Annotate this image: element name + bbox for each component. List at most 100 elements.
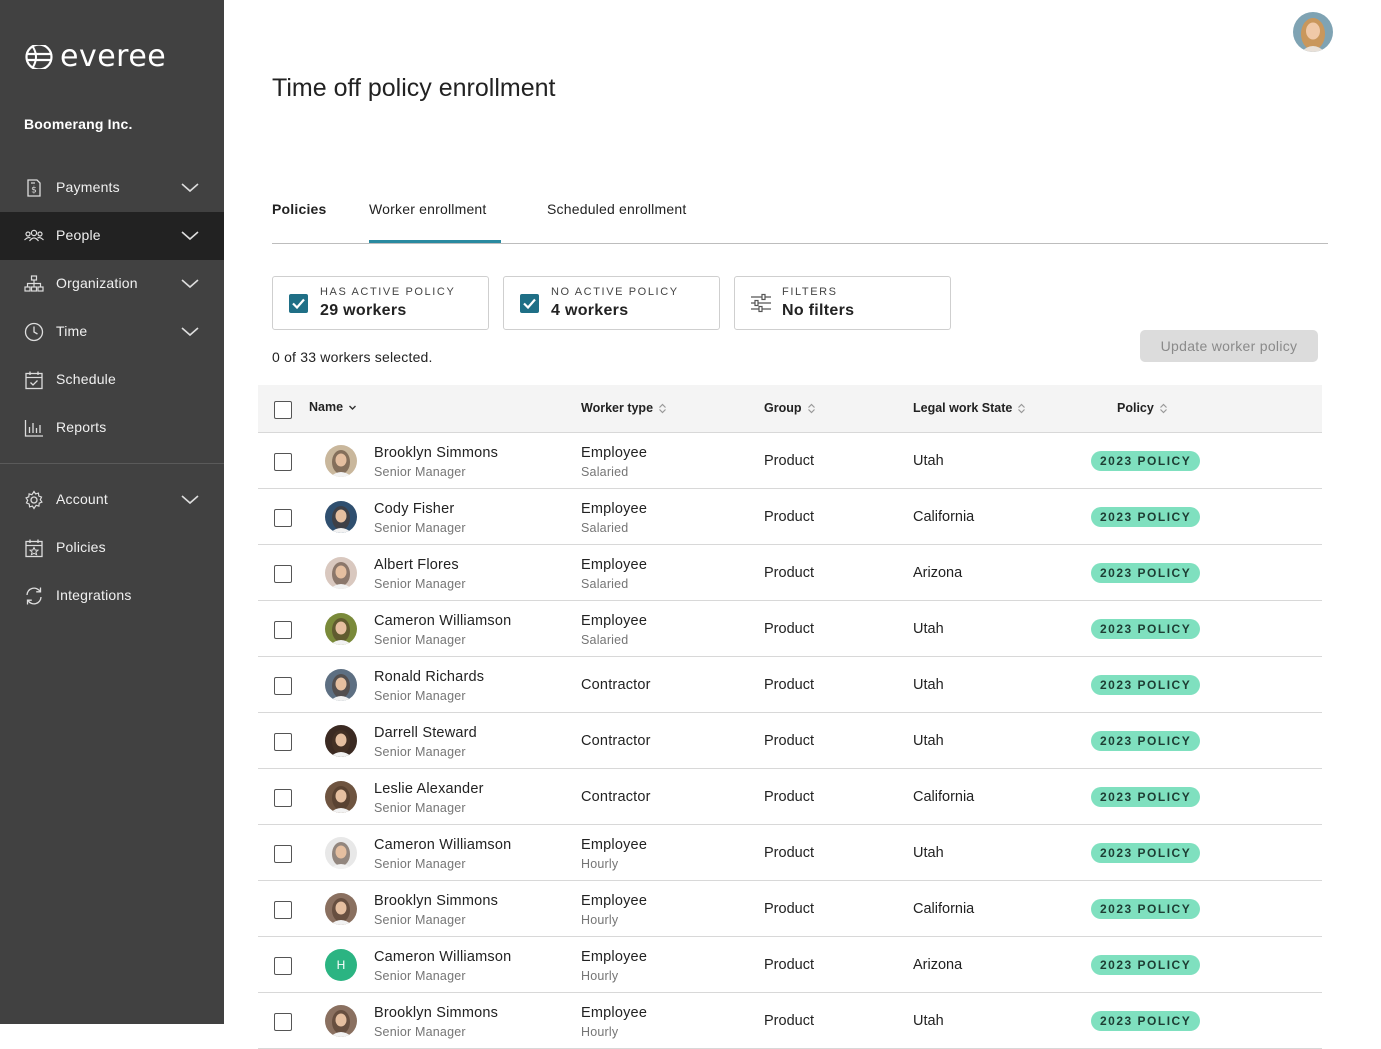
worker-state: Arizona	[913, 565, 963, 581]
row-checkbox[interactable]	[274, 565, 292, 583]
column-name[interactable]: Name	[309, 400, 357, 414]
worker-type: Employee	[581, 613, 648, 629]
sidebar-item-label: Reports	[56, 419, 107, 435]
column-group[interactable]: Group	[764, 401, 816, 415]
sidebar-item-organization[interactable]: Organization	[0, 260, 224, 308]
table-row[interactable]: Cody Fisher Senior Manager Employee Sala…	[258, 489, 1322, 545]
column-label: Policy	[1117, 401, 1154, 415]
avatar	[325, 781, 357, 813]
worker-state: Arizona	[913, 957, 963, 973]
sidebar-item-schedule[interactable]: Schedule	[0, 356, 224, 404]
table-row[interactable]: Darrell Steward Senior Manager Contracto…	[258, 713, 1322, 769]
column-label: Legal work State	[913, 401, 1013, 415]
worker-state: Utah	[913, 845, 944, 861]
user-avatar-icon	[1293, 12, 1333, 52]
policy-badge: 2023 POLICY	[1091, 731, 1201, 751]
row-checkbox[interactable]	[274, 957, 292, 975]
sidebar-item-policies[interactable]: Policies	[0, 524, 224, 572]
table-row[interactable]: Cameron Williamson Senior Manager Employ…	[258, 601, 1322, 657]
table-row[interactable]: Ronald Richards Senior Manager Contracto…	[258, 657, 1322, 713]
chevron-down-icon[interactable]	[180, 324, 200, 338]
logo[interactable]: everee	[24, 40, 166, 74]
table-row[interactable]: Cameron Williamson Senior Manager Employ…	[258, 825, 1322, 881]
sidebar-item-label: People	[56, 227, 101, 243]
filter-no-active-policy[interactable]: NO ACTIVE POLICY 4 workers	[503, 276, 720, 330]
sidebar-item-account[interactable]: Account	[0, 476, 224, 524]
table-row[interactable]: Albert Flores Senior Manager Employee Sa…	[258, 545, 1322, 601]
filter-caption: HAS ACTIVE POLICY	[320, 286, 456, 298]
column-label: Name	[309, 400, 344, 414]
worker-name: Albert Flores	[374, 557, 459, 573]
check-icon	[292, 298, 305, 310]
checkbox-checked[interactable]	[289, 294, 308, 313]
select-all-checkbox[interactable]	[274, 401, 292, 419]
chevron-down-icon[interactable]	[180, 492, 200, 506]
payments-icon: $	[27, 179, 41, 197]
bar-chart-icon	[24, 420, 43, 437]
sidebar-item-integrations[interactable]: Integrations	[0, 572, 224, 620]
worker-group: Product	[764, 509, 814, 525]
worker-group: Product	[764, 1013, 814, 1029]
row-checkbox[interactable]	[274, 845, 292, 863]
filter-has-active-policy[interactable]: HAS ACTIVE POLICY 29 workers	[272, 276, 489, 330]
person-photo-icon	[325, 893, 357, 925]
column-worker-type[interactable]: Worker type	[581, 401, 667, 415]
worker-name: Brooklyn Simmons	[374, 1005, 499, 1021]
sync-icon	[26, 587, 42, 605]
policy-badge: 2023 POLICY	[1091, 843, 1201, 863]
policy-badge: 2023 POLICY	[1091, 1011, 1201, 1031]
person-photo-icon	[325, 781, 357, 813]
sidebar-item-people[interactable]: People	[0, 212, 224, 260]
column-legal-work-state[interactable]: Legal work State	[913, 401, 1026, 415]
row-checkbox[interactable]	[274, 901, 292, 919]
user-avatar[interactable]	[1293, 12, 1333, 52]
chevron-down-icon[interactable]	[180, 276, 200, 290]
checkbox-checked[interactable]	[520, 294, 539, 313]
worker-title: Senior Manager	[374, 465, 466, 479]
avatar	[325, 837, 357, 869]
sliders-icon	[751, 293, 771, 313]
row-checkbox[interactable]	[274, 453, 292, 471]
worker-group: Product	[764, 733, 814, 749]
sidebar-item-label: Payments	[56, 179, 120, 195]
worker-name: Cameron Williamson	[374, 613, 512, 629]
sidebar-item-payments[interactable]: $ Payments	[0, 164, 224, 212]
column-policy[interactable]: Policy	[1117, 401, 1168, 415]
policy-calendar-icon	[25, 539, 43, 558]
table-row[interactable]: Brooklyn Simmons Senior Manager Employee…	[258, 433, 1322, 489]
row-checkbox[interactable]	[274, 621, 292, 639]
tab-worker-enrollment[interactable]: Worker enrollment	[369, 201, 487, 217]
person-photo-icon	[325, 725, 357, 757]
table-row[interactable]: Brooklyn Simmons Senior Manager Employee…	[258, 881, 1322, 937]
worker-title: Senior Manager	[374, 913, 466, 927]
table-header: Name Worker type Group Legal work State …	[258, 385, 1322, 433]
worker-name: Cody Fisher	[374, 501, 455, 517]
update-worker-policy-button[interactable]: Update worker policy	[1140, 330, 1318, 362]
sort-icon	[659, 403, 666, 413]
sidebar-item-reports[interactable]: Reports	[0, 404, 224, 452]
table-row[interactable]: H Cameron Williamson Senior Manager Empl…	[258, 937, 1322, 993]
row-checkbox[interactable]	[274, 789, 292, 807]
chevron-down-icon[interactable]	[180, 180, 200, 194]
worker-group: Product	[764, 621, 814, 637]
people-icon	[24, 229, 44, 242]
tab-scheduled-enrollment[interactable]: Scheduled enrollment	[547, 201, 687, 217]
sidebar-divider	[0, 463, 224, 464]
sidebar-item-label: Policies	[56, 539, 106, 555]
table-row[interactable]: Brooklyn Simmons Senior Manager Employee…	[258, 993, 1322, 1049]
policy-badge: 2023 POLICY	[1091, 787, 1201, 807]
tab-policies[interactable]: Policies	[272, 201, 327, 217]
row-checkbox[interactable]	[274, 677, 292, 695]
sort-icon	[807, 403, 815, 413]
worker-group: Product	[764, 901, 814, 917]
row-checkbox[interactable]	[274, 509, 292, 527]
filter-more-filters[interactable]: FILTERS No filters	[734, 276, 951, 330]
worker-state: Utah	[913, 621, 944, 637]
row-checkbox[interactable]	[274, 1013, 292, 1031]
table-row[interactable]: Leslie Alexander Senior Manager Contract…	[258, 769, 1322, 825]
row-checkbox[interactable]	[274, 733, 292, 751]
chevron-down-icon[interactable]	[180, 228, 200, 242]
sidebar: everee Boomerang Inc. $ Payments People	[0, 0, 224, 1024]
worker-title: Senior Manager	[374, 801, 466, 815]
sidebar-item-time[interactable]: Time	[0, 308, 224, 356]
